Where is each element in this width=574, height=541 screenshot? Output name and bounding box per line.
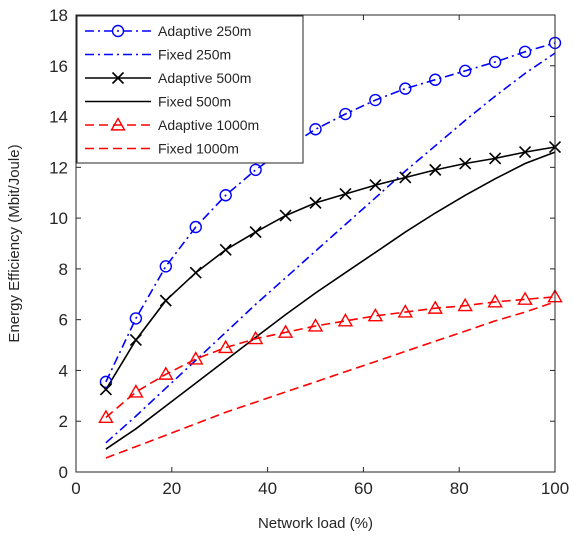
plot-markers	[98, 36, 563, 423]
x-marker	[459, 157, 472, 170]
legend-label: Adaptive 1000m	[158, 117, 259, 133]
x-tick-label: 80	[450, 479, 469, 498]
circle-marker	[189, 220, 202, 234]
series-line	[105, 301, 556, 459]
circle-marker	[111, 24, 125, 38]
triangle-marker	[487, 293, 503, 308]
circle-marker	[369, 93, 382, 107]
circle-marker	[518, 45, 532, 59]
circle-marker	[488, 55, 502, 69]
series-line	[105, 146, 556, 390]
triangle-marker	[217, 339, 234, 354]
x-marker	[369, 179, 382, 192]
y-axis-label: Energy Efficiency (Mbit/Joule)	[6, 144, 23, 342]
x-marker	[309, 196, 322, 209]
triangle-marker	[397, 304, 414, 318]
y-tick-label: 8	[59, 260, 68, 279]
triangle-marker	[158, 366, 174, 380]
legend-label: Adaptive 500m	[158, 70, 251, 86]
x-axis-label: Network load (%)	[258, 515, 373, 532]
y-tick-label: 18	[49, 6, 68, 25]
circle-marker	[159, 260, 173, 273]
triangle-marker	[247, 330, 264, 345]
x-marker	[279, 209, 292, 222]
y-tick-label: 6	[59, 311, 68, 330]
legend-label: Fixed 1000m	[158, 141, 239, 157]
x-marker	[111, 71, 125, 85]
x-marker	[189, 266, 202, 279]
circle-marker	[399, 82, 412, 95]
series-line	[105, 52, 556, 444]
plot-lines	[105, 42, 556, 459]
x-marker	[219, 243, 232, 256]
y-tick-label: 2	[59, 412, 68, 431]
triangle-marker	[367, 307, 384, 322]
x-marker	[429, 163, 442, 176]
x-marker	[399, 171, 412, 184]
x-marker	[99, 383, 113, 396]
x-tick-label: 60	[354, 479, 373, 498]
x-axis-ticks: 0 20 40 60 80 100	[71, 15, 569, 498]
y-tick-label: 16	[49, 57, 68, 76]
x-tick-label: 40	[258, 479, 277, 498]
legend-label: Fixed 250m	[158, 47, 231, 63]
x-marker	[249, 226, 262, 239]
x-tick-label: 100	[541, 479, 569, 498]
legend: Adaptive 250m Fixed 250m Adaptive 500m Fixe…	[76, 15, 304, 164]
triangle-marker	[517, 291, 533, 305]
x-marker	[518, 146, 532, 159]
triangle-marker	[277, 324, 294, 338]
circle-marker	[458, 64, 472, 78]
triangle-marker	[98, 409, 114, 423]
y-tick-label: 4	[59, 361, 68, 380]
circle-marker	[219, 189, 232, 202]
triangle-marker	[337, 313, 354, 327]
y-tick-label: 0	[59, 463, 68, 482]
x-marker	[129, 333, 142, 347]
triangle-marker	[188, 351, 204, 365]
x-tick-label: 0	[71, 479, 80, 498]
series-line	[105, 151, 556, 450]
plot-area-frame	[75, 14, 556, 473]
y-tick-label: 12	[49, 158, 68, 177]
triangle-marker	[307, 318, 324, 332]
series-line	[105, 296, 556, 419]
triangle-marker	[427, 300, 443, 314]
triangle-marker	[110, 117, 126, 131]
circle-marker	[429, 73, 442, 86]
x-marker	[489, 152, 502, 165]
triangle-marker	[457, 297, 473, 312]
y-tick-label: 10	[49, 209, 68, 228]
circle-marker	[99, 375, 113, 389]
legend-box	[76, 15, 304, 164]
x-tick-label: 20	[162, 479, 181, 498]
series-line	[105, 42, 556, 383]
y-tick-label: 14	[49, 108, 68, 127]
circle-marker	[249, 163, 262, 177]
x-marker	[339, 187, 352, 201]
legend-label: Fixed 500m	[158, 94, 231, 110]
legend-label: Adaptive 250m	[158, 23, 251, 39]
y-axis-ticks: 0 2 4 6 8 10 12 14 16 18	[49, 6, 555, 482]
circle-marker	[129, 312, 143, 325]
x-marker	[159, 294, 172, 307]
circle-marker	[309, 123, 322, 136]
triangle-marker	[128, 384, 144, 398]
circle-marker	[339, 107, 352, 121]
